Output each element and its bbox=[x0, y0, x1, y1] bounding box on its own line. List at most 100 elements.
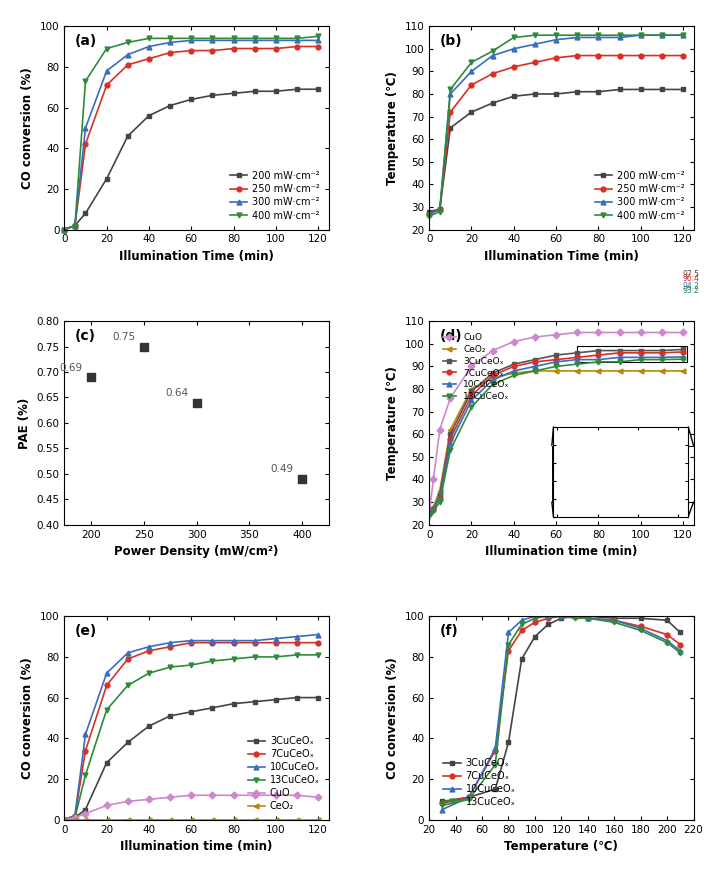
CeO₂ bbox=[488, 372, 497, 383]
400 mW·cm⁻² bbox=[82, 76, 90, 86]
Line: 200 mW·cm⁻²: 200 mW·cm⁻² bbox=[427, 87, 686, 214]
CeO₂ bbox=[467, 384, 475, 394]
300 mW·cm⁻² bbox=[230, 35, 238, 45]
400 mW·cm⁻² bbox=[531, 30, 539, 40]
7CuCeOₓ bbox=[488, 371, 497, 381]
CuO bbox=[435, 425, 444, 435]
7CuCeOₓ bbox=[557, 611, 566, 622]
400 mW·cm⁻² bbox=[615, 30, 623, 40]
13CuCeOₓ bbox=[531, 365, 539, 376]
250 mW·cm⁻² bbox=[314, 41, 322, 51]
13CuCeOₓ bbox=[636, 625, 645, 636]
300 mW·cm⁻² bbox=[446, 89, 455, 99]
13CuCeOₓ bbox=[292, 650, 301, 660]
10CuCeOₓ bbox=[187, 636, 195, 646]
7CuCeOₓ bbox=[272, 637, 280, 648]
CuO bbox=[510, 337, 518, 347]
3CuCeOₓ bbox=[144, 721, 153, 732]
200 mW·cm⁻² bbox=[552, 89, 561, 99]
Bar bbox=[552, 446, 694, 502]
10CuCeOₓ bbox=[583, 613, 592, 623]
200 mW·cm⁻² bbox=[510, 91, 518, 101]
10CuCeOₓ bbox=[208, 636, 217, 646]
CeO₂ bbox=[573, 365, 581, 376]
200 mW·cm⁻² bbox=[230, 88, 238, 99]
250 mW·cm⁻² bbox=[60, 224, 69, 235]
7CuCeOₓ bbox=[467, 391, 475, 401]
3CuCeOₓ bbox=[573, 348, 581, 358]
7CuCeOₓ bbox=[102, 680, 111, 691]
Y-axis label: CO conversion (%): CO conversion (%) bbox=[21, 657, 34, 779]
3CuCeOₓ bbox=[510, 359, 518, 370]
Line: 13CuCeOₓ: 13CuCeOₓ bbox=[62, 652, 320, 822]
10CuCeOₓ bbox=[571, 611, 579, 622]
3CuCeOₓ bbox=[187, 706, 195, 717]
400 mW·cm⁻² bbox=[435, 207, 444, 217]
CeO₂ bbox=[166, 814, 174, 825]
3CuCeOₓ bbox=[663, 615, 671, 625]
X-axis label: Illumination time (min): Illumination time (min) bbox=[485, 545, 638, 558]
10CuCeOₓ bbox=[663, 636, 671, 646]
200 mW·cm⁻² bbox=[425, 207, 433, 217]
3CuCeOₓ bbox=[272, 694, 280, 705]
3CuCeOₓ bbox=[552, 350, 561, 360]
CuO bbox=[425, 508, 433, 519]
CeO₂ bbox=[429, 501, 438, 512]
10CuCeOₓ bbox=[102, 668, 111, 678]
400 mW·cm⁻² bbox=[208, 33, 217, 44]
10CuCeOₓ bbox=[250, 636, 259, 646]
13CuCeOₓ bbox=[425, 510, 433, 521]
300 mW·cm⁻² bbox=[552, 35, 561, 45]
400 mW·cm⁻² bbox=[292, 33, 301, 44]
10CuCeOₓ bbox=[446, 438, 455, 448]
250 mW·cm⁻² bbox=[82, 139, 90, 149]
3CuCeOₓ bbox=[658, 345, 666, 356]
Line: 7CuCeOₓ: 7CuCeOₓ bbox=[427, 350, 686, 515]
Point bbox=[297, 472, 308, 486]
250 mW·cm⁻² bbox=[435, 204, 444, 215]
13CuCeOₓ bbox=[71, 813, 79, 823]
7CuCeOₓ bbox=[676, 639, 685, 650]
250 mW·cm⁻² bbox=[531, 57, 539, 67]
CeO₂ bbox=[425, 508, 433, 519]
Line: 250 mW·cm⁻²: 250 mW·cm⁻² bbox=[62, 44, 320, 232]
CeO₂ bbox=[144, 814, 153, 825]
10CuCeOₓ bbox=[658, 352, 666, 363]
X-axis label: Power Density (mW/cm²): Power Density (mW/cm²) bbox=[114, 545, 279, 558]
13CuCeOₓ bbox=[663, 637, 671, 648]
3CuCeOₓ bbox=[425, 508, 433, 519]
10CuCeOₓ bbox=[594, 354, 603, 364]
250 mW·cm⁻² bbox=[71, 221, 79, 231]
CeO₂ bbox=[82, 814, 90, 825]
200 mW·cm⁻² bbox=[658, 85, 666, 95]
CuO bbox=[615, 327, 623, 337]
Line: 200 mW·cm⁻²: 200 mW·cm⁻² bbox=[62, 87, 320, 232]
Line: 13CuCeOₓ: 13CuCeOₓ bbox=[427, 357, 686, 518]
7CuCeOₓ bbox=[60, 814, 69, 825]
CeO₂ bbox=[250, 814, 259, 825]
X-axis label: Illumination time (min): Illumination time (min) bbox=[120, 840, 272, 853]
3CuCeOₓ bbox=[292, 692, 301, 703]
Line: 7CuCeOₓ: 7CuCeOₓ bbox=[62, 640, 320, 822]
Text: (a): (a) bbox=[75, 34, 97, 48]
400 mW·cm⁻² bbox=[573, 30, 581, 40]
CeO₂ bbox=[446, 425, 455, 435]
7CuCeOₓ bbox=[531, 617, 539, 628]
13CuCeOₓ bbox=[60, 814, 69, 825]
200 mW·cm⁻² bbox=[124, 131, 132, 141]
13CuCeOₓ bbox=[679, 354, 687, 364]
CuO bbox=[292, 790, 301, 800]
10CuCeOₓ bbox=[573, 354, 581, 364]
300 mW·cm⁻² bbox=[60, 224, 69, 235]
Line: 10CuCeOₓ: 10CuCeOₓ bbox=[440, 614, 683, 812]
CuO bbox=[467, 361, 475, 371]
13CuCeOₓ bbox=[636, 354, 645, 364]
13CuCeOₓ bbox=[552, 361, 561, 371]
CeO₂ bbox=[102, 814, 111, 825]
CuO bbox=[594, 327, 603, 337]
3CuCeOₓ bbox=[435, 490, 444, 501]
400 mW·cm⁻² bbox=[102, 44, 111, 54]
3CuCeOₓ bbox=[208, 703, 217, 713]
300 mW·cm⁻² bbox=[636, 30, 645, 40]
CuO bbox=[679, 327, 687, 337]
